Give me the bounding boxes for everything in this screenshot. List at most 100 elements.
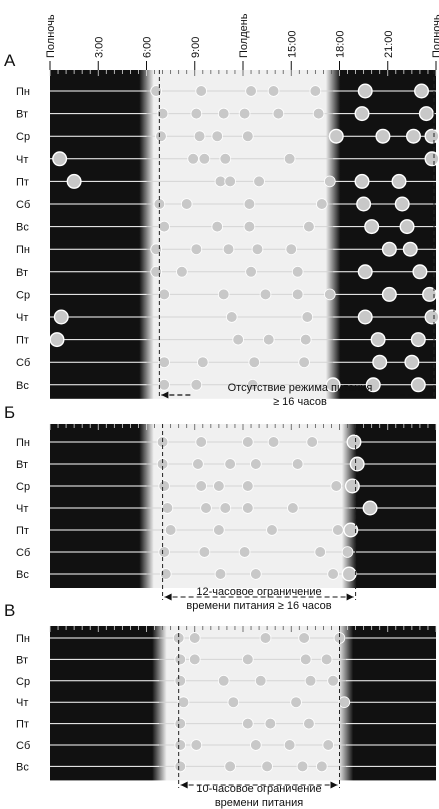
- panel-a-day-label: Вс: [16, 380, 29, 392]
- meal-dot: [217, 674, 230, 687]
- meal-dot: [320, 653, 333, 666]
- meal-dot: [259, 632, 272, 644]
- meal-dot: [287, 502, 299, 514]
- panel-b-caption-line-2: времени питания ≥ 16 часов: [186, 600, 331, 612]
- meal-dot: [312, 107, 325, 120]
- meal-dot: [248, 356, 261, 369]
- panel-b-day-label: Пт: [16, 525, 29, 537]
- panel-a-day-label: Пн: [16, 244, 30, 256]
- meal-dot: [158, 356, 170, 369]
- time-axis-label: 15:00: [286, 30, 298, 58]
- meal-dot: [343, 522, 359, 538]
- arrow-head-right: [425, 391, 432, 399]
- meal-dot: [195, 480, 207, 492]
- meal-dot: [211, 220, 224, 233]
- meal-dot: [381, 241, 397, 257]
- meal-dot: [174, 674, 187, 687]
- meal-dot: [327, 674, 339, 687]
- meal-dot: [381, 286, 397, 302]
- meal-dot: [213, 524, 225, 536]
- meal-dot: [283, 153, 296, 165]
- meal-dot: [174, 653, 187, 666]
- panel-a-day-label: Пн: [16, 86, 30, 98]
- meal-dot: [188, 632, 201, 644]
- meal-dot: [357, 309, 373, 325]
- meal-dot: [375, 128, 391, 144]
- meal-dot: [328, 128, 344, 144]
- meal-dot: [261, 760, 273, 773]
- meal-dot: [338, 696, 351, 708]
- meal-dot: [303, 220, 315, 233]
- meal-dot: [187, 153, 199, 165]
- meal-dot: [272, 107, 285, 120]
- panel-a-day-label: Ср: [16, 289, 30, 301]
- meal-dot: [341, 566, 357, 582]
- time-axis-label: 21:00: [383, 30, 395, 58]
- arrow-head-right: [330, 781, 338, 789]
- meal-dot: [324, 288, 336, 301]
- time-axis: Полночь 3:00 6:00 9:00 Полдень 15:00 18:00 21:0…: [45, 13, 439, 70]
- meal-dot: [394, 196, 410, 212]
- panel-label-b: Б: [4, 403, 15, 422]
- meal-dot: [155, 130, 167, 143]
- arrow-head-left: [164, 593, 172, 601]
- meal-dot: [150, 265, 162, 278]
- meal-dot: [330, 480, 343, 492]
- meal-dot: [291, 265, 304, 278]
- panel-label-a: А: [4, 51, 16, 70]
- panel-c: Пн Вт Ср Чт Пт Сб Вс В 10-часовое ограничение вр…: [4, 601, 437, 809]
- meal-dot: [227, 696, 240, 708]
- meal-dot: [243, 198, 256, 210]
- meal-dot: [190, 107, 203, 120]
- meal-dot: [299, 653, 312, 666]
- panel-a-day-label: Чт: [16, 312, 28, 324]
- meal-dot: [246, 378, 259, 391]
- meal-dot: [232, 333, 244, 346]
- meal-dot: [250, 458, 262, 470]
- meal-dot: [217, 107, 230, 120]
- panel-c-caption-line-1: 10-часовое ограничение: [196, 783, 321, 795]
- meal-dot: [242, 717, 254, 730]
- meal-dot: [192, 458, 204, 470]
- meal-dot: [399, 219, 415, 235]
- meal-dot: [190, 243, 203, 256]
- panel-a-day-label: Вт: [16, 267, 28, 279]
- panel-a-day-label: Чт: [16, 154, 28, 166]
- meal-dot: [176, 265, 188, 278]
- meal-dot: [254, 674, 267, 687]
- panel-label-c: В: [4, 601, 15, 620]
- meal-dot: [243, 220, 256, 233]
- meal-dot: [66, 173, 82, 189]
- meal-dot: [285, 243, 298, 256]
- meal-dot: [250, 568, 262, 580]
- meal-dot: [298, 632, 310, 644]
- meal-dot: [283, 739, 296, 751]
- meal-dot: [316, 198, 328, 210]
- meal-dot: [253, 175, 265, 188]
- meal-dot: [49, 332, 65, 348]
- meal-dot: [357, 264, 373, 280]
- meal-dot: [224, 458, 236, 470]
- meal-dot: [314, 546, 327, 558]
- panel-a-caption-line-2: ≥ 16 часов: [273, 396, 327, 408]
- meal-dot: [224, 760, 236, 773]
- meal-dot: [291, 288, 304, 301]
- meal-dot: [180, 198, 193, 210]
- meal-dot: [402, 241, 418, 257]
- meal-dot: [158, 288, 170, 301]
- meal-dot: [309, 85, 322, 97]
- meal-dot: [341, 546, 354, 558]
- meal-dot: [372, 354, 388, 370]
- meal-dot: [316, 760, 328, 773]
- panel-b-day-label: Пн: [16, 437, 30, 449]
- meal-dot: [214, 175, 227, 188]
- meal-dot: [195, 85, 207, 97]
- meal-dot: [267, 436, 280, 448]
- panel-c-day-label: Ср: [16, 676, 30, 688]
- meal-dot: [245, 85, 257, 97]
- meal-dot: [238, 546, 251, 558]
- meal-dot: [196, 356, 209, 369]
- meal-dot: [327, 568, 339, 580]
- meal-dot: [412, 264, 428, 280]
- panel-a-day-label: Ср: [16, 131, 30, 143]
